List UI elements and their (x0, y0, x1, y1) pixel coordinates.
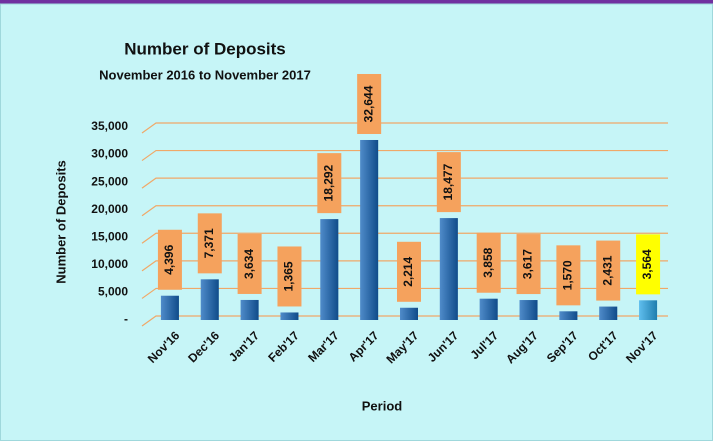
bar-shade (599, 306, 618, 320)
value-label-box (636, 234, 661, 295)
bar-shade (240, 299, 259, 320)
grid-line (141, 122, 668, 134)
value-label: 18,292 (321, 164, 335, 201)
value-label-box (277, 246, 302, 307)
y-tick-label: 35,000 (91, 119, 128, 133)
value-label-box (157, 229, 182, 290)
value-label: 3,564 (640, 249, 654, 279)
x-axis-label: Period (362, 398, 403, 413)
y-tick-label: 5,000 (98, 285, 128, 299)
top-border (0, 0, 713, 4)
y-tick-label: 15,000 (91, 229, 128, 243)
value-label: 3,858 (481, 247, 495, 277)
bar-shade (360, 139, 379, 320)
value-label-box (436, 152, 461, 213)
bar-shade (320, 219, 339, 320)
bar-shade (400, 307, 418, 320)
value-label: 3,617 (521, 249, 535, 279)
bar-shade (639, 300, 658, 320)
value-label-box (476, 232, 501, 293)
bar-shade (559, 311, 578, 320)
value-label: 3,634 (242, 249, 256, 279)
value-label: 18,477 (441, 163, 455, 200)
chart-title: Number of Deposits (124, 39, 286, 58)
chart-subtitle: November 2016 to November 2017 (99, 67, 311, 82)
value-label: 2,214 (401, 256, 415, 286)
grid-line (141, 149, 668, 162)
grid-line (141, 177, 668, 189)
grid-line (141, 205, 668, 217)
value-label: 1,570 (561, 260, 575, 290)
y-axis-label: Number of Deposits (53, 160, 68, 284)
value-label-box (357, 73, 382, 134)
value-label: 7,371 (202, 228, 216, 258)
bar-shade (519, 300, 538, 320)
value-label-box (197, 213, 222, 274)
y-tick-label: 25,000 (91, 174, 128, 188)
value-label: 32,644 (361, 85, 375, 122)
value-label-box (516, 234, 541, 295)
bar-shade (280, 312, 299, 320)
y-tick-label: 30,000 (91, 147, 128, 161)
value-label: 4,396 (162, 244, 176, 274)
y-tick-label: 10,000 (91, 257, 128, 271)
bar-shade (439, 218, 458, 320)
bar-shade (479, 298, 498, 320)
value-label: 1,365 (282, 261, 296, 291)
value-label-box (237, 233, 262, 294)
value-label-box (596, 240, 621, 301)
value-label-box (317, 153, 342, 214)
y-tick-label: - (124, 312, 128, 326)
value-label: 2,431 (600, 255, 614, 285)
value-label-box (556, 245, 581, 306)
bar-shade (200, 279, 219, 320)
y-tick-label: 20,000 (91, 202, 128, 216)
bar-shade (160, 295, 179, 320)
value-label-box (397, 241, 421, 302)
